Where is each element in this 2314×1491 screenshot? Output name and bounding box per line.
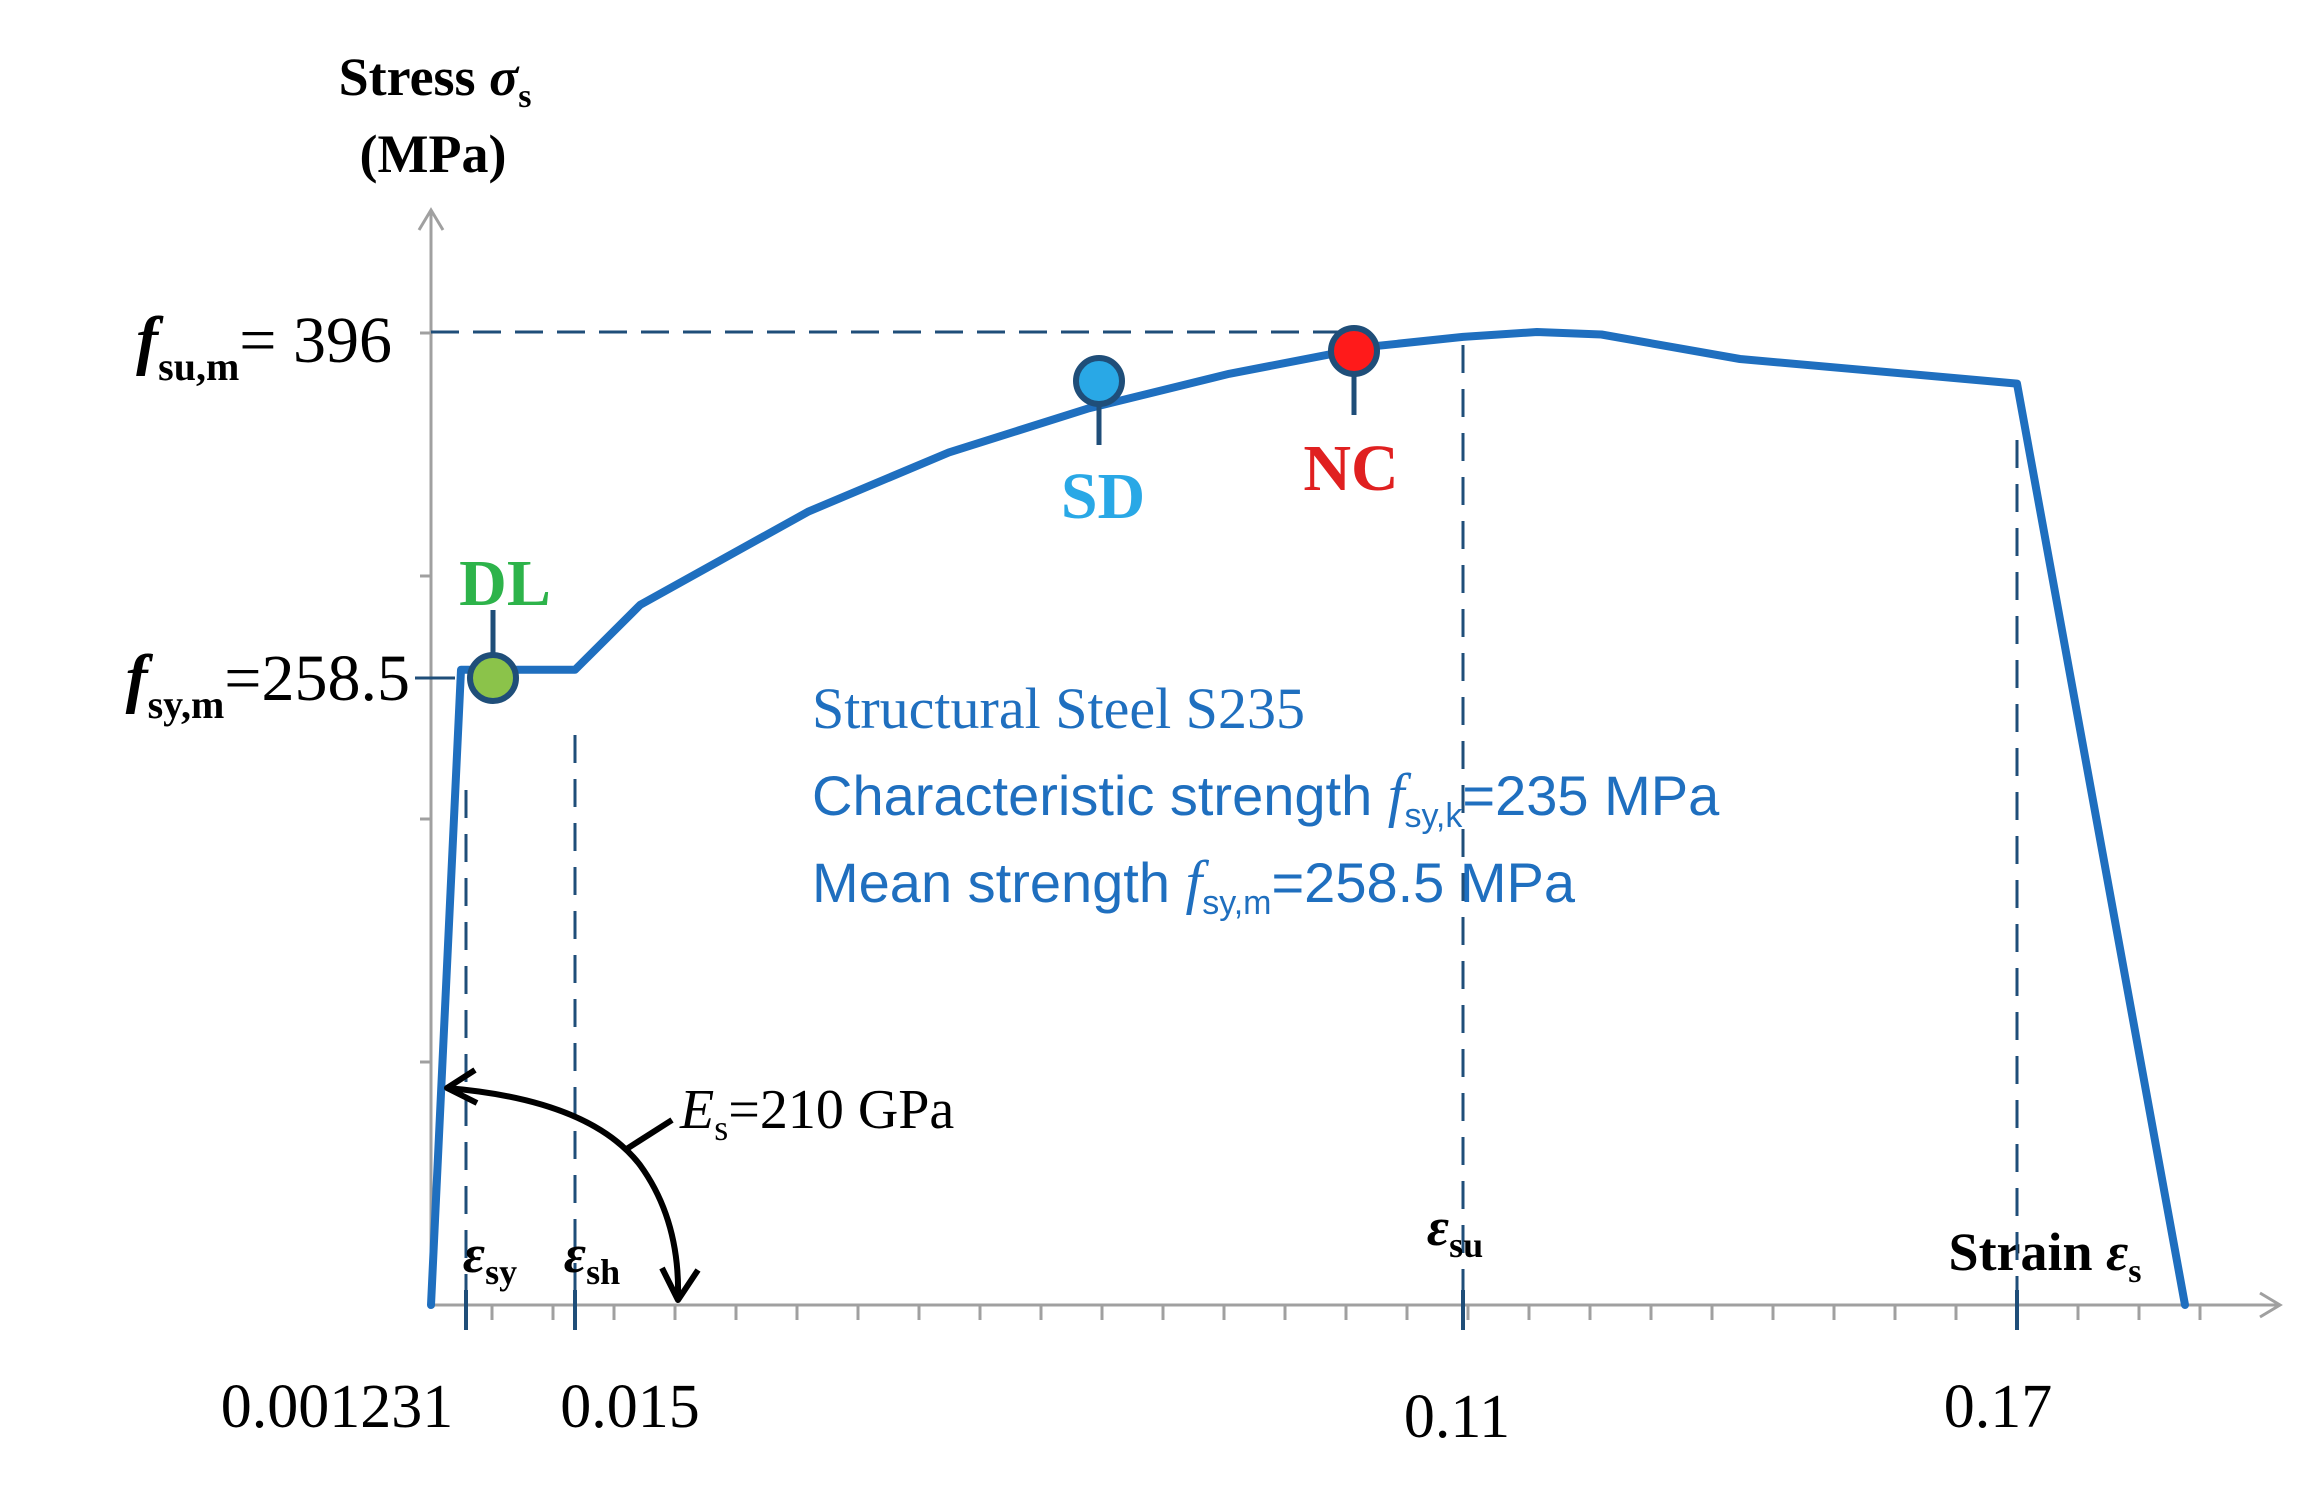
strain-label-esu: εsu [1427,1197,1483,1265]
x-axis-title: Strain εs [1949,1222,2142,1290]
y-axis-minor-ticks [420,331,431,1064]
x-tick-label-2: 0.11 [1404,1383,1510,1451]
modulus-label: Es=210 GPa [679,1079,954,1148]
point-sd-label: SD [1061,460,1145,533]
point-sd: SD [1061,355,1145,533]
point-sd-marker [1073,355,1125,407]
y-tick-label-fsu: fsu,m= 396 [136,304,392,389]
modulus-arrowhead-bottom [659,1266,701,1303]
x-tick-label-0: 0.001231 [221,1373,454,1441]
point-nc: NC [1303,325,1399,505]
y-axis-title: Stress σs [339,47,532,115]
point-nc-marker [1328,325,1380,377]
strain-label-esy: εsy [463,1224,517,1292]
point-nc-label: NC [1303,432,1398,505]
point-dl-marker [467,652,519,704]
y-axis-unit: (MPa) [360,124,507,184]
annotation-characteristic: Characteristic strength fsy,k=235 MPa [812,762,1720,835]
strain-label-esh: εsh [564,1224,620,1292]
modulus-leader [623,1117,674,1153]
modulus-arrowhead-top [444,1067,479,1106]
modulus-arc [446,1085,682,1299]
annotation-title: Structural Steel S235 [812,676,1305,741]
x-tick-label-1: 0.015 [560,1373,700,1441]
stress-strain-curve [427,328,2189,1309]
x-tick-label-3: 0.17 [1944,1373,2053,1441]
x-axis-minor-ticks [490,1305,2202,1320]
point-dl: DL [459,547,551,704]
y-tick-label-fsy: fsy,m=258.5 [126,642,410,727]
point-dl-label: DL [459,547,551,620]
annotation-mean: Mean strength fsy,m=258.5 MPa [812,849,1576,922]
